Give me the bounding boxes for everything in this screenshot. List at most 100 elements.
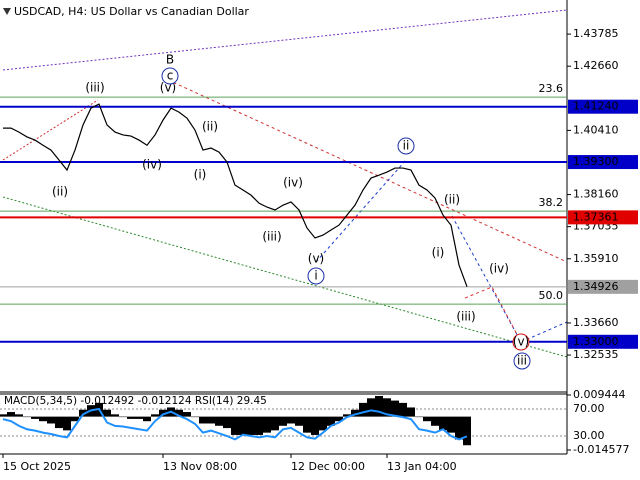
wave-circle bbox=[512, 333, 530, 351]
macd-bar bbox=[39, 416, 47, 422]
macd-bar bbox=[223, 416, 231, 429]
wave-label: (v) bbox=[513, 335, 529, 349]
macd-bar bbox=[263, 416, 271, 433]
macd-bar bbox=[175, 409, 183, 417]
x-tick-label: 15 Oct 2025 bbox=[3, 460, 71, 473]
macd-bar bbox=[431, 416, 439, 426]
fib-label: 50.0 bbox=[539, 289, 564, 302]
rsi-line bbox=[2, 407, 468, 441]
macd-bar bbox=[127, 416, 135, 419]
macd-bar bbox=[159, 409, 167, 417]
channel-line bbox=[2, 99, 99, 161]
macd-bar bbox=[231, 416, 239, 435]
wave-label: (iii) bbox=[456, 310, 475, 324]
wave-circle bbox=[397, 137, 415, 155]
wave-circle bbox=[513, 352, 531, 370]
macd-bar bbox=[23, 416, 31, 418]
fib-label: 38.2 bbox=[539, 196, 564, 209]
macd-bar bbox=[383, 398, 391, 417]
macd-bar bbox=[143, 416, 151, 422]
macd-bar bbox=[207, 416, 215, 424]
level-label: 1.34926 bbox=[573, 280, 619, 293]
wave-label: (iv) bbox=[489, 262, 509, 276]
macd-bar bbox=[311, 416, 319, 435]
macd-bar bbox=[47, 416, 55, 424]
macd-bar bbox=[335, 416, 343, 422]
macd-bar bbox=[319, 416, 327, 431]
macd-bar bbox=[271, 416, 279, 431]
chart-title: USDCAD, H4: US Dollar vs Canadian Dollar bbox=[14, 5, 249, 18]
y-tick-label: 1.33660 bbox=[573, 316, 619, 329]
macd-bar bbox=[439, 416, 447, 431]
macd-bar bbox=[279, 416, 287, 426]
macd-bar bbox=[31, 416, 39, 419]
macd-bar bbox=[399, 402, 407, 417]
y-tick-label: 1.43785 bbox=[573, 27, 619, 40]
macd-bar bbox=[303, 416, 311, 433]
level-box bbox=[568, 210, 638, 225]
macd-bar bbox=[287, 416, 295, 424]
macd-bar bbox=[343, 414, 351, 417]
macd-bar bbox=[463, 416, 471, 446]
y-tick-label: -0.014577 bbox=[573, 443, 629, 456]
wave-label: (i) bbox=[194, 168, 207, 182]
wave-circle bbox=[161, 67, 179, 85]
y-tick-label: 1.42660 bbox=[573, 59, 619, 72]
macd-bar bbox=[183, 412, 191, 417]
level-label: 1.39300 bbox=[573, 155, 619, 168]
wave-label: c bbox=[167, 69, 174, 83]
macd-bar bbox=[151, 414, 159, 417]
level-label: 1.37361 bbox=[573, 210, 619, 223]
macd-bar bbox=[327, 416, 335, 426]
wave-label: B bbox=[166, 53, 174, 67]
wave-label: (v) bbox=[308, 252, 324, 266]
x-tick-label: 12 Dec 00:00 bbox=[291, 460, 365, 473]
macd-bar bbox=[199, 416, 207, 424]
macd-bar bbox=[71, 416, 79, 422]
wave-label: (ii) bbox=[202, 120, 218, 134]
macd-bar bbox=[239, 416, 247, 435]
y-tick-label: 1.32535 bbox=[573, 348, 619, 361]
macd-bar bbox=[103, 409, 111, 417]
x-tick-label: 13 Jan 04:00 bbox=[387, 460, 457, 473]
macd-bar bbox=[55, 416, 63, 429]
channel-line bbox=[2, 9, 568, 71]
macd-bar bbox=[359, 402, 367, 417]
level-box bbox=[568, 279, 638, 294]
wave-label: (iv) bbox=[283, 176, 303, 190]
y2-tick-label: 30.00 bbox=[573, 429, 605, 442]
y-tick-label: 0.009444 bbox=[573, 388, 626, 401]
macd-bar bbox=[0, 414, 7, 417]
collapse-icon[interactable] bbox=[3, 8, 11, 15]
channel-line bbox=[2, 196, 568, 358]
level-box bbox=[568, 334, 638, 349]
macd-bar bbox=[79, 409, 87, 417]
macd-bar bbox=[447, 416, 455, 433]
macd-bar bbox=[135, 416, 143, 419]
macd-bar bbox=[351, 409, 359, 417]
wave-label: (iv) bbox=[142, 158, 162, 172]
level-label: 1.41240 bbox=[573, 100, 619, 113]
wave-label: (ii) bbox=[52, 185, 68, 199]
level-label: 1.33000 bbox=[573, 335, 619, 348]
level-box bbox=[568, 155, 638, 170]
macd-bar bbox=[455, 416, 463, 440]
wave-label: i bbox=[314, 269, 317, 283]
level-box bbox=[568, 99, 638, 114]
wave-label: ii bbox=[403, 139, 410, 153]
macd-bar bbox=[191, 416, 199, 418]
macd-bar bbox=[391, 400, 399, 417]
macd-bar bbox=[111, 414, 119, 417]
macd-bar bbox=[215, 416, 223, 426]
y-tick-label: 1.35910 bbox=[573, 252, 619, 265]
macd-bar bbox=[295, 416, 303, 426]
macd-bar bbox=[119, 416, 127, 418]
indicator-title: MACD(5,34,5) -0.012492 -0.012124 RSI(14)… bbox=[4, 395, 267, 407]
fib-label: 23.6 bbox=[539, 82, 564, 95]
macd-bar bbox=[367, 398, 375, 417]
y-tick-label: 1.38160 bbox=[573, 188, 619, 201]
x-tick-label: 13 Nov 08:00 bbox=[163, 460, 237, 473]
wave-label: (ii) bbox=[444, 193, 460, 207]
